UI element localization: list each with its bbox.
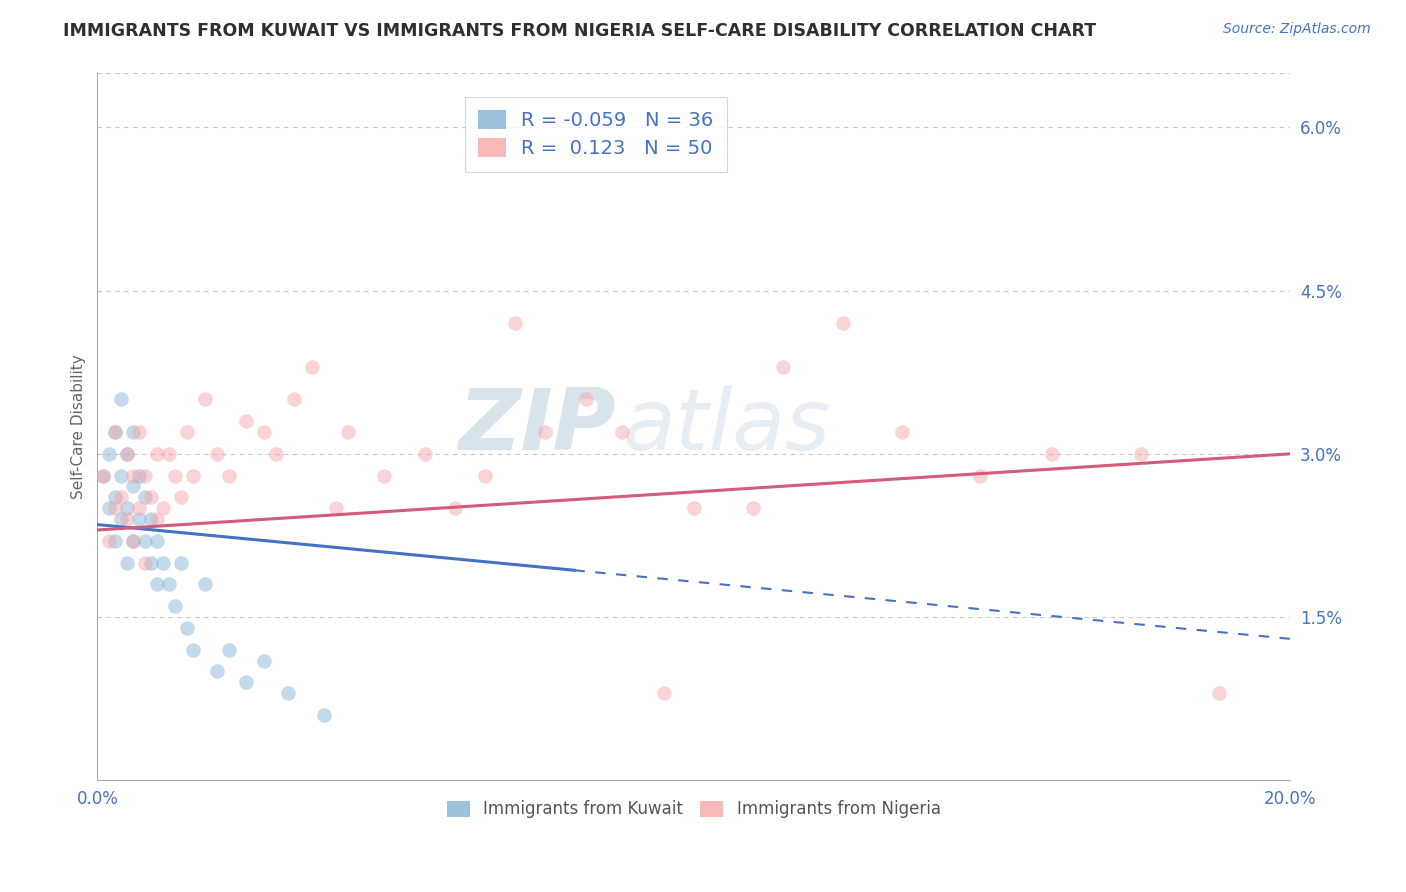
Point [336,425,359,439]
Point [122,425,145,439]
Point [264,447,287,461]
Point [891,425,914,439]
Text: Source: ZipAtlas.com: Source: ZipAtlas.com [1223,22,1371,37]
Point [533,425,555,439]
Point [122,533,145,548]
Point [831,316,853,330]
Y-axis label: Self-Care Disability: Self-Care Disability [72,354,86,499]
Point [122,479,145,493]
Point [444,501,467,516]
Point [115,501,138,516]
Point [128,501,150,516]
Point [283,392,305,407]
Point [503,316,526,330]
Point [122,533,145,548]
Point [98,533,121,548]
Point [115,447,138,461]
Point [146,577,169,591]
Point [146,512,169,526]
Point [152,501,174,516]
Point [253,425,276,439]
Point [205,665,228,679]
Point [772,359,794,374]
Point [176,621,198,635]
Point [170,556,193,570]
Point [115,512,138,526]
Point [218,642,240,657]
Point [235,414,257,428]
Point [194,392,217,407]
Point [104,491,127,505]
Point [134,491,156,505]
Point [91,468,114,483]
Point [194,577,217,591]
Text: ZIP: ZIP [458,385,616,468]
Point [115,447,138,461]
Point [128,425,150,439]
Point [181,468,204,483]
Point [1040,447,1063,461]
Point [128,468,150,483]
Point [312,708,335,723]
Point [742,501,765,516]
Point [122,468,145,483]
Point [415,447,437,461]
Point [325,501,347,516]
Point [1208,686,1230,700]
Point [205,447,228,461]
Legend: Immigrants from Kuwait, Immigrants from Nigeria: Immigrants from Kuwait, Immigrants from … [440,794,948,825]
Point [152,556,174,570]
Point [218,468,240,483]
Point [157,447,180,461]
Point [170,491,193,505]
Point [575,392,598,407]
Point [104,501,127,516]
Point [110,468,132,483]
Point [474,468,496,483]
Point [163,468,186,483]
Point [104,425,127,439]
Text: IMMIGRANTS FROM KUWAIT VS IMMIGRANTS FROM NIGERIA SELF-CARE DISABILITY CORRELATI: IMMIGRANTS FROM KUWAIT VS IMMIGRANTS FRO… [63,22,1097,40]
Point [146,447,169,461]
Point [682,501,704,516]
Point [253,654,276,668]
Point [134,468,156,483]
Point [128,512,150,526]
Point [235,675,257,690]
Point [969,468,991,483]
Point [110,491,132,505]
Point [98,501,121,516]
Point [98,447,121,461]
Point [110,512,132,526]
Point [176,425,198,439]
Point [134,533,156,548]
Point [91,468,114,483]
Point [610,425,633,439]
Point [139,512,162,526]
Point [115,556,138,570]
Point [134,556,156,570]
Point [163,599,186,614]
Point [139,491,162,505]
Point [104,533,127,548]
Point [139,556,162,570]
Point [110,392,132,407]
Point [146,533,169,548]
Point [1130,447,1153,461]
Text: atlas: atlas [621,385,830,468]
Point [373,468,395,483]
Point [181,642,204,657]
Point [157,577,180,591]
Point [652,686,675,700]
Point [104,425,127,439]
Point [277,686,299,700]
Point [301,359,323,374]
